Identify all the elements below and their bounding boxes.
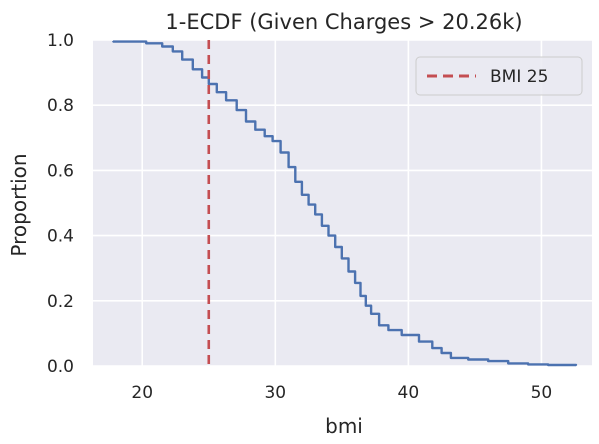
ecdf-point — [507, 362, 509, 365]
y-tick-label: 0.8 — [47, 96, 74, 116]
ecdf-point — [145, 42, 148, 45]
ecdf-point — [314, 213, 317, 216]
ecdf-point — [487, 360, 490, 362]
ecdf-point — [254, 128, 257, 131]
ecdf-point — [245, 120, 247, 123]
y-tick-label: 0.0 — [47, 357, 74, 377]
legend-label-bmi-25: BMI 25 — [490, 67, 548, 87]
ecdf-point — [347, 270, 350, 273]
ecdf-point — [354, 282, 356, 284]
ecdf-point — [181, 58, 183, 61]
ecdf-point — [387, 329, 390, 331]
x-tick-label: 50 — [531, 383, 553, 403]
x-axis-label: bmi — [325, 414, 363, 438]
ecdf-point — [225, 99, 227, 102]
ecdf-point — [440, 352, 443, 354]
ecdf-point — [112, 40, 114, 43]
ecdf-point — [341, 257, 343, 260]
legend-box — [415, 56, 583, 96]
ecdf-point — [527, 363, 529, 366]
x-tick-labels: 20 30 40 50 — [131, 383, 552, 403]
x-tick-label: 30 — [264, 383, 286, 403]
ecdf-point — [467, 358, 470, 361]
grid — [93, 39, 592, 367]
ecdf-point — [321, 225, 323, 227]
series-layer — [112, 40, 578, 367]
ecdf-point — [263, 135, 266, 137]
ecdf-point — [207, 83, 210, 85]
y-tick-label: 0.4 — [47, 227, 74, 247]
x-tick-label: 20 — [131, 383, 153, 403]
ecdf-point — [235, 109, 238, 111]
chart-title: 1-ECDF (Given Charges > 20.26k) — [165, 10, 522, 34]
ecdf-point — [172, 50, 174, 53]
ecdf-point — [161, 45, 163, 48]
x-tick-label: 40 — [398, 383, 420, 403]
y-tick-labels: 0.0 0.2 0.4 0.6 0.8 1.0 — [47, 31, 74, 377]
ecdf-point — [271, 140, 274, 142]
ecdf-point — [201, 76, 203, 79]
ecdf-point — [450, 357, 452, 359]
ecdf-point — [327, 234, 330, 237]
ecdf-point — [307, 203, 310, 206]
ecdf-point — [334, 246, 336, 248]
legend: BMI 25 — [415, 56, 583, 96]
ecdf-point — [431, 347, 434, 349]
ecdf-point — [279, 151, 282, 154]
ecdf-point — [575, 364, 577, 367]
y-tick-label: 1.0 — [47, 31, 74, 51]
ecdf-point — [359, 295, 362, 297]
ecdf-point — [192, 68, 194, 71]
y-tick-label: 0.2 — [47, 292, 74, 312]
ecdf-point — [547, 364, 549, 366]
y-tick-label: 0.6 — [47, 161, 74, 181]
y-axis-label: Proportion — [7, 153, 31, 256]
ecdf-point — [400, 334, 403, 336]
ecdf-point — [370, 313, 372, 315]
ecdf-point — [378, 324, 380, 327]
ecdf-point — [215, 91, 218, 93]
ecdf-point — [418, 340, 420, 343]
ecdf-point — [287, 166, 290, 168]
ecdf-point — [294, 181, 297, 183]
ecdf-point — [301, 194, 303, 196]
ecdf-point — [364, 304, 367, 307]
